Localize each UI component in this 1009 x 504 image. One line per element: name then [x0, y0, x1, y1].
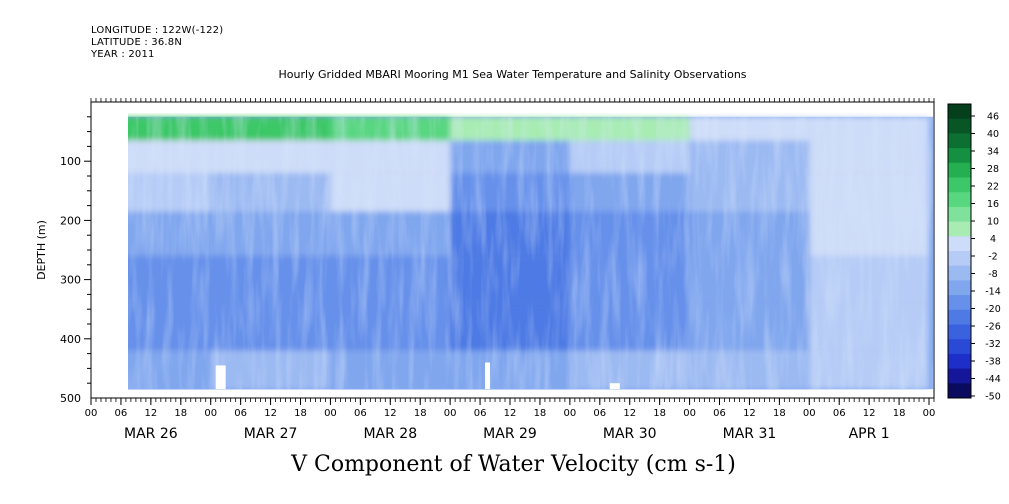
- colorbar-swatch: [948, 148, 971, 164]
- colorbar-swatch: [948, 192, 971, 208]
- x-tick-label: 00: [923, 408, 936, 419]
- colorbar-label: -38: [985, 357, 1001, 368]
- colorbar-swatch: [948, 324, 971, 340]
- colorbar-swatch: [948, 353, 971, 370]
- colorbar-swatch: [948, 221, 971, 237]
- colorbar-label: -8: [988, 269, 997, 280]
- y-tick-label: 200: [60, 214, 81, 227]
- colorbar-swatch: [948, 251, 971, 267]
- x-tick-label: 00: [803, 408, 816, 419]
- x-tick-label: 18: [893, 408, 906, 419]
- colorbar-swatch: [948, 280, 971, 296]
- colorbar-swatch: [948, 162, 971, 178]
- x-day-label: MAR 30: [603, 426, 657, 442]
- year-label: YEAR : 2011: [91, 49, 155, 60]
- x-day-label: MAR 31: [723, 426, 777, 442]
- x-tick-label: 00: [563, 408, 576, 419]
- colorbar-label: 10: [987, 217, 999, 228]
- x-tick-label: 00: [324, 408, 337, 419]
- missing-data-gap: [485, 362, 491, 390]
- x-tick-label: 18: [294, 408, 307, 419]
- x-tick-label: 18: [174, 408, 187, 419]
- chart-title: Hourly Gridded MBARI Mooring M1 Sea Wate…: [278, 68, 747, 81]
- x-tick-label: 12: [504, 408, 517, 419]
- colorbar-label: -26: [985, 322, 1001, 333]
- x-tick-label: 06: [115, 408, 128, 419]
- colorbar-swatch: [948, 177, 971, 193]
- heatmap-layer: [128, 116, 933, 390]
- colorbar-label: 40: [987, 129, 999, 140]
- x-day-label: MAR 27: [244, 426, 298, 442]
- colorbar-swatch: [948, 104, 971, 120]
- x-day-label: MAR 29: [483, 426, 537, 442]
- colorbar-label: 22: [987, 182, 999, 193]
- x-tick-label: 06: [713, 408, 726, 419]
- y-axis-label: DEPTH (m): [35, 220, 48, 280]
- x-tick-label: 06: [474, 408, 487, 419]
- x-tick-label: 06: [593, 408, 606, 419]
- y-tick-label: 500: [60, 392, 81, 405]
- latitude-label: LATITUDE : 36.8N: [91, 37, 183, 48]
- x-day-label: MAR 28: [363, 426, 417, 442]
- colorbar-swatch: [948, 368, 971, 384]
- y-tick-label: 400: [60, 333, 81, 346]
- x-tick-label: 00: [85, 408, 98, 419]
- missing-data-gap: [609, 383, 620, 390]
- colorbar-label: -14: [985, 287, 1001, 298]
- colorbar-swatch: [948, 206, 971, 223]
- y-tick-label: 300: [60, 274, 81, 287]
- x-tick-label: 18: [773, 408, 786, 419]
- axes: 00 06 12 18 00 06 12 18 00 06 12 18 00 06 12 18 00 06 12 18…: [35, 98, 935, 442]
- colorbar-swatch: [948, 339, 971, 355]
- colorbar-label: 34: [987, 147, 999, 158]
- x-tick-label: 00: [683, 408, 696, 419]
- y-tick-label: 100: [60, 155, 81, 168]
- x-tick-label: 06: [833, 408, 846, 419]
- x-tick-label: 12: [623, 408, 636, 419]
- x-day-label: APR 1: [849, 426, 890, 442]
- colorbar-label: -2: [988, 252, 997, 263]
- missing-data-gap: [215, 365, 226, 390]
- colorbar-label: 28: [987, 164, 999, 175]
- heatmap-texture: [128, 116, 933, 390]
- x-tick-label: 00: [444, 408, 457, 419]
- colorbar-label: 46: [987, 112, 999, 123]
- x-tick-label: 18: [534, 408, 547, 419]
- x-tick-label: 12: [264, 408, 277, 419]
- colorbar-swatch: [948, 133, 971, 149]
- x-tick-label: 18: [414, 408, 427, 419]
- x-tick-label: 12: [144, 408, 157, 419]
- x-day-label: MAR 26: [124, 426, 178, 442]
- colorbar-label: -32: [985, 339, 1001, 350]
- x-tick-label: 00: [204, 408, 217, 419]
- colorbar-label: -20: [985, 304, 1001, 315]
- colorbar-swatch: [948, 383, 971, 399]
- longitude-label: LONGITUDE : 122W(-122): [91, 25, 224, 36]
- colorbar-label: -50: [985, 392, 1001, 403]
- colorbar-swatch: [948, 118, 971, 134]
- x-tick-label: 12: [743, 408, 756, 419]
- colorbar-label: -44: [985, 374, 1001, 385]
- colorbar-title: V Component of Water Velocity (cm s-1): [291, 452, 736, 477]
- colorbar-swatch: [948, 309, 971, 325]
- colorbar-label: 4: [990, 234, 996, 245]
- colorbar-frame: [947, 103, 972, 399]
- x-tick-label: 06: [354, 408, 367, 419]
- x-tick-label: 12: [863, 408, 876, 419]
- colorbar: 46 40 34 28 22 16 10 4 -2 -8 -14 -20 -26 -32 -38 -44 -50: [947, 103, 1001, 403]
- colorbar-swatch: [948, 236, 971, 252]
- x-tick-label: 12: [384, 408, 397, 419]
- colorbar-swatch: [948, 295, 971, 311]
- colorbar-swatch: [948, 265, 971, 281]
- x-tick-label: 18: [653, 408, 666, 419]
- colorbar-label: 16: [987, 199, 999, 210]
- x-tick-label: 06: [234, 408, 247, 419]
